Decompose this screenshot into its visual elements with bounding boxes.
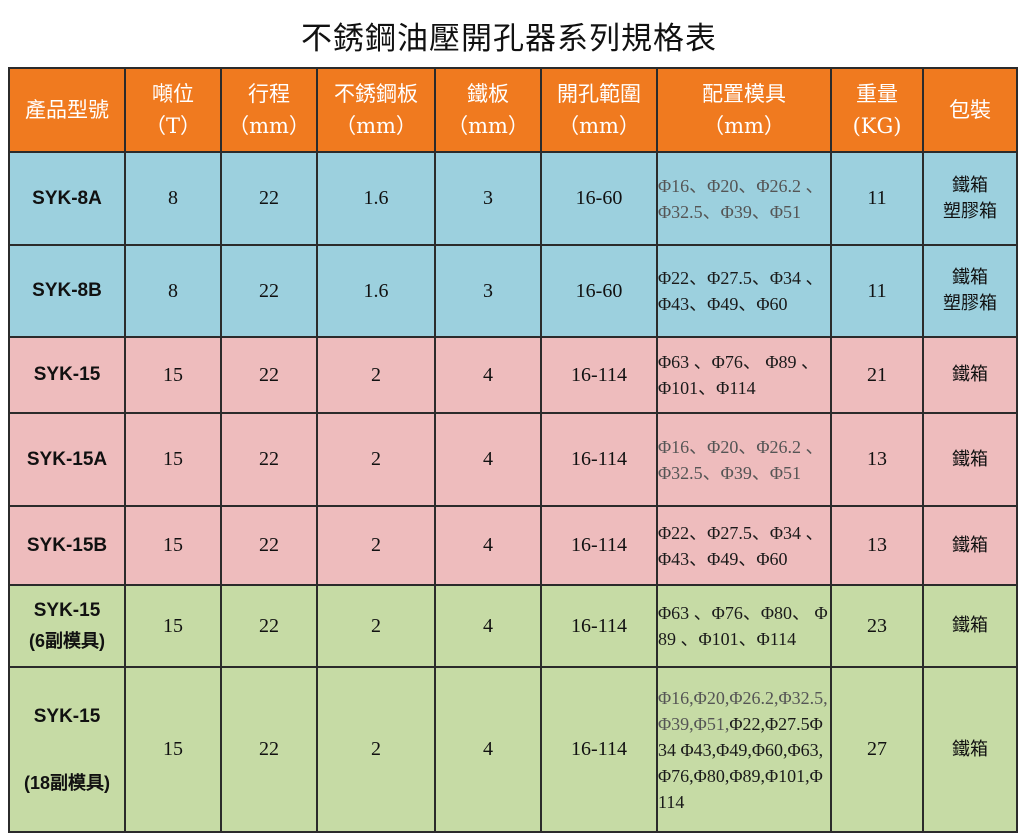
- stroke-cell: 22: [220, 244, 318, 338]
- iron-cell: 4: [434, 666, 542, 833]
- packing-cell: 鐵箱: [922, 584, 1018, 668]
- range-cell: 16-114: [540, 584, 658, 668]
- packing-cell: 鐵箱: [922, 666, 1018, 833]
- iron-cell: 4: [434, 412, 542, 507]
- stainless-cell: 1.6: [316, 151, 436, 246]
- model-cell: SYK-15A: [8, 412, 126, 507]
- stroke-cell: 22: [220, 584, 318, 668]
- iron-cell: 4: [434, 336, 542, 414]
- range-cell: 16-114: [540, 412, 658, 507]
- model-cell: SYK-8A: [8, 151, 126, 246]
- dies-cell: Φ16、Φ20、Φ26.2 、Φ32.5、Φ39、Φ51: [656, 151, 832, 246]
- table-row: SYK-8A 8 22 1.6 3 16-60 Φ16、Φ20、Φ26.2 、Φ…: [8, 151, 1018, 246]
- range-cell: 16-60: [540, 244, 658, 338]
- header-model: 產品型號: [8, 67, 126, 153]
- iron-cell: 4: [434, 584, 542, 668]
- header-packing: 包裝: [922, 67, 1018, 153]
- tonnage-cell: 8: [124, 151, 222, 246]
- stroke-cell: 22: [220, 666, 318, 833]
- header-stroke: 行程 （mm）: [220, 67, 318, 153]
- tonnage-cell: 15: [124, 505, 222, 586]
- table-row: SYK-15B 15 22 2 4 16-114 Φ22、Φ27.5、Φ34 、…: [8, 505, 1018, 586]
- model-cell: SYK-15: [8, 336, 126, 414]
- packing-cell: 鐵箱 塑膠箱: [922, 244, 1018, 338]
- weight-cell: 23: [830, 584, 924, 668]
- stainless-cell: 2: [316, 336, 436, 414]
- model-cell: SYK-15B: [8, 505, 126, 586]
- stroke-cell: 22: [220, 505, 318, 586]
- table-row: SYK-15 (18副模具) 15 22 2 4 16-114 Φ16,Φ20,Φ…: [8, 666, 1018, 833]
- iron-cell: 3: [434, 244, 542, 338]
- model-sub-label: (6副模具): [29, 631, 105, 651]
- header-range: 開孔範圍 （mm）: [540, 67, 658, 153]
- weight-cell: 11: [830, 151, 924, 246]
- stainless-cell: 1.6: [316, 244, 436, 338]
- weight-cell: 27: [830, 666, 924, 833]
- tonnage-cell: 15: [124, 584, 222, 668]
- weight-cell: 11: [830, 244, 924, 338]
- dies-cell: Φ22、Φ27.5、Φ34 、Φ43、Φ49、Φ60: [656, 505, 832, 586]
- tonnage-cell: 8: [124, 244, 222, 338]
- tonnage-cell: 15: [124, 412, 222, 507]
- model-cell: SYK-8B: [8, 244, 126, 338]
- header-dies: 配置模具 （mm）: [656, 67, 832, 153]
- stainless-cell: 2: [316, 505, 436, 586]
- header-tonnage: 噸位 （T）: [124, 67, 222, 153]
- header-weight: 重量 (KG): [830, 67, 924, 153]
- stroke-cell: 22: [220, 151, 318, 246]
- packing-cell: 鐵箱: [922, 336, 1018, 414]
- header-stainless: 不銹鋼板 （mm）: [316, 67, 436, 153]
- range-cell: 16-114: [540, 505, 658, 586]
- spec-table: 產品型號 噸位 （T） 行程 （mm） 不銹鋼板 （mm） 鐵板 （mm） 開孔範圍 （m…: [8, 67, 1018, 833]
- stainless-cell: 2: [316, 666, 436, 833]
- header-iron: 鐵板 （mm）: [434, 67, 542, 153]
- model-cell: SYK-15 (18副模具): [8, 666, 126, 833]
- stroke-cell: 22: [220, 336, 318, 414]
- weight-cell: 13: [830, 412, 924, 507]
- stainless-cell: 2: [316, 412, 436, 507]
- table-row: SYK-8B 8 22 1.6 3 16-60 Φ22、Φ27.5、Φ34 、Φ…: [8, 244, 1018, 338]
- weight-cell: 21: [830, 336, 924, 414]
- dies-cell: Φ22、Φ27.5、Φ34 、Φ43、Φ49、Φ60: [656, 244, 832, 338]
- dies-cell: Φ63 、Φ76、 Φ89 、Φ101、Φ114: [656, 336, 832, 414]
- dies-cell: Φ16,Φ20,Φ26.2,Φ32.5,Φ39,Φ51,Φ22,Φ27.5Φ34…: [656, 666, 832, 833]
- page-title: 不銹鋼油壓開孔器系列規格表: [301, 21, 717, 57]
- range-cell: 16-114: [540, 336, 658, 414]
- stainless-cell: 2: [316, 584, 436, 668]
- table-row: SYK-15A 15 22 2 4 16-114 Φ16、Φ20、Φ26.2 、…: [8, 412, 1018, 507]
- weight-cell: 13: [830, 505, 924, 586]
- table-row: SYK-15 (6副模具) 15 22 2 4 16-114 Φ63 、Φ76、Φ…: [8, 584, 1018, 668]
- range-cell: 16-114: [540, 666, 658, 833]
- model-sub-label: (18副模具): [23, 772, 110, 793]
- iron-cell: 3: [434, 151, 542, 246]
- packing-cell: 鐵箱 塑膠箱: [922, 151, 1018, 246]
- packing-cell: 鐵箱: [922, 412, 1018, 507]
- table-header-row: 產品型號 噸位 （T） 行程 （mm） 不銹鋼板 （mm） 鐵板 （mm） 開孔範圍 （m…: [8, 67, 1018, 153]
- tonnage-cell: 15: [124, 336, 222, 414]
- stroke-cell: 22: [220, 412, 318, 507]
- tonnage-cell: 15: [124, 666, 222, 833]
- dies-cell: Φ16、Φ20、Φ26.2 、Φ32.5、Φ39、Φ51: [656, 412, 832, 507]
- table-row: SYK-15 15 22 2 4 16-114 Φ63 、Φ76、 Φ89 、Φ…: [8, 336, 1018, 414]
- range-cell: 16-60: [540, 151, 658, 246]
- dies-cell: Φ63 、Φ76、Φ80、 Φ89 、Φ101、Φ114: [656, 584, 832, 668]
- packing-cell: 鐵箱: [922, 505, 1018, 586]
- model-cell: SYK-15 (6副模具): [8, 584, 126, 668]
- iron-cell: 4: [434, 505, 542, 586]
